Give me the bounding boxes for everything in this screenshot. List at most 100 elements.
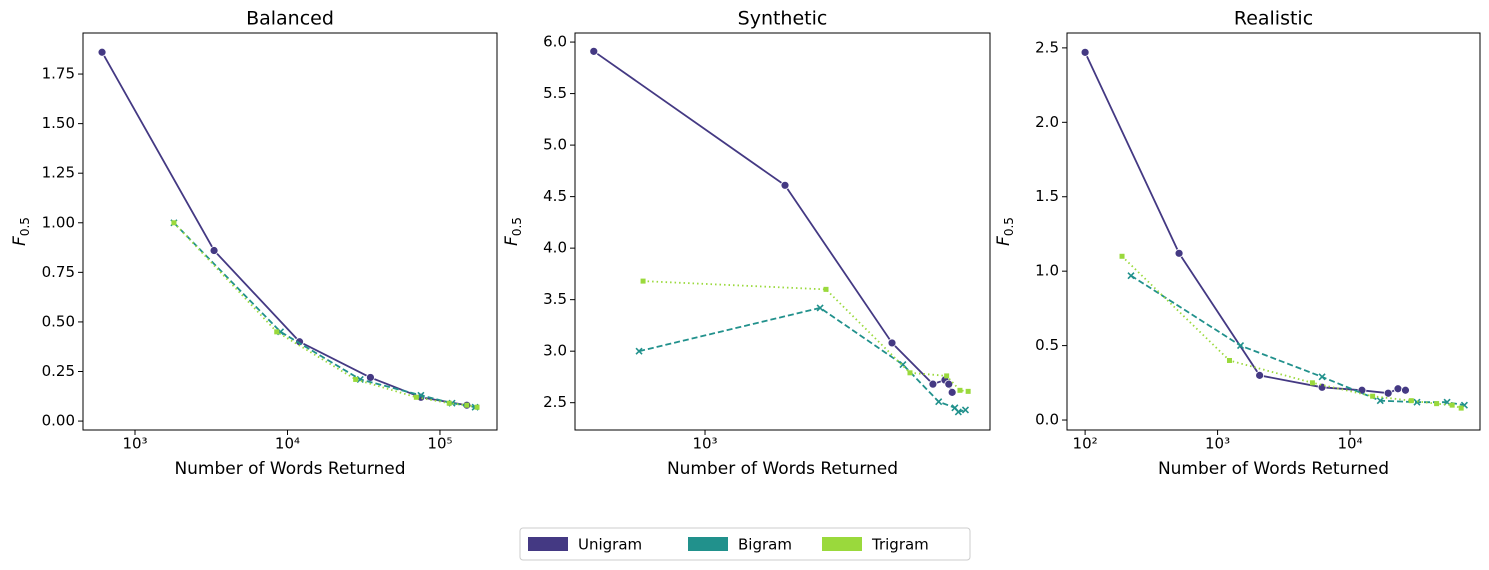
y-tick-label: 3.5 <box>543 290 567 308</box>
y-tick-label: 1.00 <box>42 213 75 231</box>
legend-label: Bigram <box>738 536 792 554</box>
point <box>1174 248 1184 258</box>
point <box>1449 402 1455 408</box>
point <box>640 278 646 284</box>
series-line <box>638 306 966 414</box>
x-tick-label: 10³ <box>692 435 717 453</box>
y-tick-label: 0.00 <box>42 412 75 430</box>
y-tick-label: 2.5 <box>543 393 567 411</box>
y-axis-label-sub: 0.5 <box>510 217 524 236</box>
x-tick-label: 10⁵ <box>427 435 452 453</box>
y-tick-label: 6.0 <box>543 33 567 51</box>
point <box>947 387 957 397</box>
y-tick-label: 0.50 <box>42 312 75 330</box>
y-axis-label: F0.5 <box>502 217 524 246</box>
y-tick-label: 1.0 <box>1035 262 1059 280</box>
y-tick-label: 0.75 <box>42 263 75 281</box>
subplot-title: Synthetic <box>738 8 828 30</box>
point <box>957 387 963 393</box>
series-line <box>1121 255 1462 409</box>
point <box>635 347 643 355</box>
legend-swatch <box>688 537 728 551</box>
point <box>1376 397 1384 405</box>
subplot: Realistic Number of Words Returned F0.5 0.0… <box>994 8 1481 479</box>
point <box>961 406 970 414</box>
point <box>965 388 971 394</box>
y-tick-label: 1.50 <box>42 114 75 132</box>
plot-frame <box>82 32 498 431</box>
point <box>928 379 938 389</box>
point <box>1317 382 1327 392</box>
point <box>954 408 962 416</box>
y-axis-label-main: F <box>10 236 30 246</box>
point <box>209 246 219 255</box>
point <box>353 376 359 382</box>
subplot: Synthetic Number of Words Returned F0.5 2.5… <box>502 8 991 479</box>
point <box>1413 398 1421 406</box>
legend: Unigram Bigram Trigram <box>519 527 971 561</box>
point <box>1434 401 1440 407</box>
y-tick-label: 3.0 <box>543 342 567 360</box>
point <box>887 338 897 348</box>
y-axis-label: F0.5 <box>994 217 1016 246</box>
point <box>935 398 943 406</box>
point <box>1318 373 1326 381</box>
point <box>1119 253 1125 259</box>
x-tick-label: 10³ <box>122 435 147 453</box>
y-tick-label: 4.5 <box>543 187 567 205</box>
point <box>1370 393 1376 399</box>
x-axis-label: Number of Words Returned <box>1158 459 1389 479</box>
plot-frame <box>574 32 991 431</box>
point <box>1458 405 1464 411</box>
legend-swatch <box>528 537 568 551</box>
point <box>274 329 280 335</box>
y-tick-label: 2.5 <box>1035 38 1059 56</box>
subplot-title: Balanced <box>246 8 334 30</box>
y-tick-label: 5.0 <box>543 136 567 154</box>
subplot-title: Realistic <box>1234 8 1313 30</box>
y-tick-label: 4.0 <box>543 239 567 257</box>
x-tick-label: 10⁴ <box>1337 435 1362 453</box>
point <box>589 46 599 56</box>
point <box>1393 384 1403 394</box>
point <box>1080 47 1090 57</box>
point <box>1401 385 1410 395</box>
point <box>366 373 375 382</box>
x-tick-label: 10² <box>1073 435 1098 453</box>
point <box>1309 380 1315 386</box>
y-tick-label: 1.25 <box>42 164 75 182</box>
y-tick-label: 5.5 <box>543 84 567 102</box>
point <box>446 400 452 406</box>
point <box>417 391 425 399</box>
plot-frame <box>1066 32 1481 431</box>
legend-frame <box>519 527 971 561</box>
y-tick-label: 1.75 <box>42 65 75 83</box>
point <box>1383 388 1393 398</box>
point <box>1357 385 1367 395</box>
series-line <box>173 222 478 409</box>
y-axis-label-main: F <box>994 236 1014 246</box>
x-axis-label: Number of Words Returned <box>667 459 898 479</box>
series-line <box>101 51 467 407</box>
series-line <box>1084 52 1406 395</box>
point <box>907 370 913 376</box>
y-axis-label-sub: 0.5 <box>1002 217 1016 236</box>
point <box>1408 398 1414 404</box>
point <box>1236 342 1245 350</box>
series-line <box>173 222 476 409</box>
point <box>97 47 107 57</box>
y-tick-label: 0.0 <box>1035 411 1059 429</box>
y-tick-label: 2.0 <box>1035 113 1059 131</box>
legend-swatch <box>822 537 862 551</box>
point <box>944 379 954 389</box>
legend-label: Trigram <box>871 536 929 554</box>
y-axis-label: F0.5 <box>10 217 32 246</box>
point <box>1255 370 1265 380</box>
point <box>816 304 824 312</box>
point <box>823 286 829 292</box>
series-line <box>1130 274 1465 406</box>
x-tick-label: 10³ <box>1205 435 1230 453</box>
point <box>413 394 419 400</box>
legend-label: Unigram <box>578 536 642 554</box>
